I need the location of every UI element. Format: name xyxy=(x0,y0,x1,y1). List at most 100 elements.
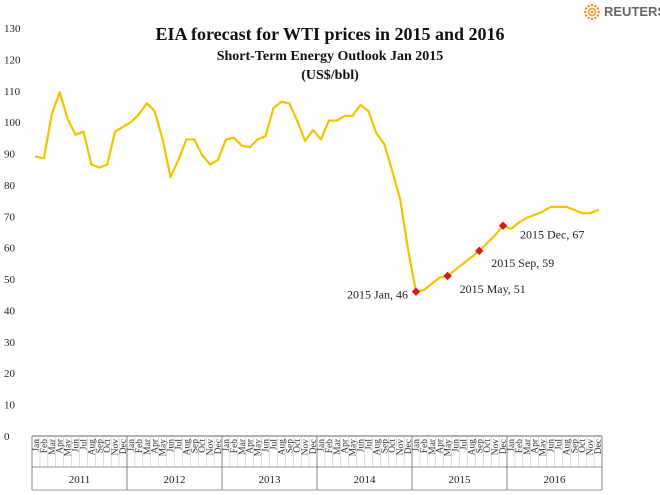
x-tick-label-month: Feb xyxy=(515,439,525,454)
x-tick-label-month: Aug xyxy=(182,439,192,456)
x-tick-label-year: 2016 xyxy=(544,474,567,486)
x-tick-label-month: Jun xyxy=(167,439,177,452)
reuters-dot xyxy=(584,10,587,14)
y-tick-label: 70 xyxy=(4,211,16,223)
y-tick-label: 10 xyxy=(4,400,16,412)
reuters-dot xyxy=(591,7,593,10)
x-tick-label-month: Jun xyxy=(452,439,462,452)
reuters-dot xyxy=(589,14,592,16)
x-tick-label-month: Mar xyxy=(523,438,533,455)
x-tick-label-month: Nov xyxy=(586,439,596,456)
x-tick-label-month: Feb xyxy=(230,439,240,454)
x-tick-label-month: Jan xyxy=(32,439,42,452)
x-tick-label-month: Mar xyxy=(428,438,438,455)
x-tick-label-month: Dec xyxy=(214,439,224,454)
reuters-logo: REUTERS xyxy=(584,3,660,20)
x-tick-label-month: May xyxy=(539,439,549,457)
x-tick-label-month: Feb xyxy=(40,439,50,454)
x-tick-label-year: 2014 xyxy=(354,474,377,486)
axes-layer: 0102030405060708090100110120130JanFebMar… xyxy=(4,23,604,491)
x-tick-label-month: Oct xyxy=(388,439,398,453)
x-tick-label-month: Apr xyxy=(56,438,66,454)
x-tick-label-month: Jan xyxy=(222,439,232,452)
x-tick-label-month: Jul xyxy=(554,439,564,450)
x-tick-label-month: Aug xyxy=(562,439,572,456)
y-tick-label: 60 xyxy=(4,243,16,255)
reuters-dot xyxy=(594,9,596,12)
reuters-dot xyxy=(594,11,597,13)
x-tick-label-month: Apr xyxy=(436,438,446,454)
x-tick-label-month: Feb xyxy=(135,439,145,454)
x-tick-label-month: Oct xyxy=(293,439,303,453)
x-tick-label-month: Mar xyxy=(48,438,58,455)
annotations-layer: 2015 Jan, 46 2015 May, 51 2015 Sep, 59 2015… xyxy=(347,221,584,302)
x-tick-label-month: Aug xyxy=(87,439,97,456)
x-tick-label-month: Nov xyxy=(206,439,216,456)
y-tick-label: 30 xyxy=(4,337,16,349)
data-point-marker xyxy=(411,287,421,296)
x-tick-label-month: Jan xyxy=(507,439,517,452)
reuters-dot xyxy=(584,7,588,10)
data-point-marker xyxy=(498,221,508,230)
x-tick-label-month: Apr xyxy=(246,438,256,454)
x-tick-label-month: Jul xyxy=(269,439,279,450)
y-tick-label: 90 xyxy=(4,149,16,161)
x-tick-label-month: Mar xyxy=(333,438,343,455)
x-tick-label-month: Apr xyxy=(151,438,161,454)
x-tick-label-month: Dec xyxy=(119,439,129,454)
reuters-wordmark: REUTERS xyxy=(604,4,660,19)
x-tick-label-month: Apr xyxy=(531,438,541,454)
reuters-dots-icon xyxy=(584,3,600,20)
x-tick-label-month: Dec xyxy=(499,439,509,454)
reuters-dot xyxy=(590,10,594,14)
x-tick-label-month: Sep xyxy=(95,439,105,454)
x-tick-label-month: Oct xyxy=(103,439,113,453)
x-tick-label-month: May xyxy=(64,439,74,457)
reuters-dot xyxy=(596,14,600,17)
data-label: 2015 Jan, 46 xyxy=(347,288,408,302)
x-tick-label-month: Jun xyxy=(547,439,557,452)
x-tick-label-month: Nov xyxy=(491,439,501,456)
x-tick-label-month: Dec xyxy=(594,439,604,454)
x-tick-label-month: Jul xyxy=(79,439,89,450)
x-tick-label-month: May xyxy=(444,439,454,457)
y-tick-label: 0 xyxy=(4,431,10,443)
reuters-dot xyxy=(587,16,590,20)
reuters-dot xyxy=(587,11,590,13)
reuters-dot xyxy=(596,7,600,10)
data-label: 2015 Dec, 67 xyxy=(520,228,584,242)
y-tick-label: 20 xyxy=(4,368,16,380)
x-tick-label-month: Nov xyxy=(301,439,311,456)
chart-title: EIA forecast for WTI prices in 2015 and … xyxy=(155,24,504,44)
x-tick-label-month: Jul xyxy=(364,439,374,450)
reuters-dot xyxy=(589,8,592,10)
x-tick-label-month: Jul xyxy=(174,439,184,450)
reuters-dot xyxy=(597,10,600,14)
x-tick-label-month: Oct xyxy=(578,439,588,453)
y-tick-label: 40 xyxy=(4,306,16,318)
x-tick-label-month: Dec xyxy=(309,439,319,454)
x-tick-label-year: 2011 xyxy=(69,474,91,486)
reuters-dot xyxy=(588,12,590,15)
x-tick-label-month: Feb xyxy=(420,439,430,454)
x-tick-label-month: Jan xyxy=(412,439,422,452)
data-label: 2015 May, 51 xyxy=(460,282,526,296)
x-tick-label-month: Nov xyxy=(111,439,121,456)
x-tick-label-month: Jun xyxy=(262,439,272,452)
y-tick-label: 130 xyxy=(4,23,21,35)
x-tick-label-month: Jan xyxy=(317,439,327,452)
x-tick-label-month: Nov xyxy=(396,439,406,456)
x-tick-label-month: Sep xyxy=(380,439,390,454)
x-tick-label-month: Feb xyxy=(325,439,335,454)
x-tick-label-year: 2013 xyxy=(259,474,282,486)
x-tick-label-year: 2012 xyxy=(164,474,186,486)
reuters-dot xyxy=(590,3,594,7)
x-tick-label-month: Mar xyxy=(143,438,153,455)
y-tick-label: 100 xyxy=(4,117,21,129)
reuters-dot xyxy=(588,9,590,12)
y-tick-label: 110 xyxy=(4,86,21,98)
reuters-dot xyxy=(591,14,593,17)
x-tick-label-year: 2015 xyxy=(449,474,472,486)
x-tick-label-month: May xyxy=(254,439,264,457)
